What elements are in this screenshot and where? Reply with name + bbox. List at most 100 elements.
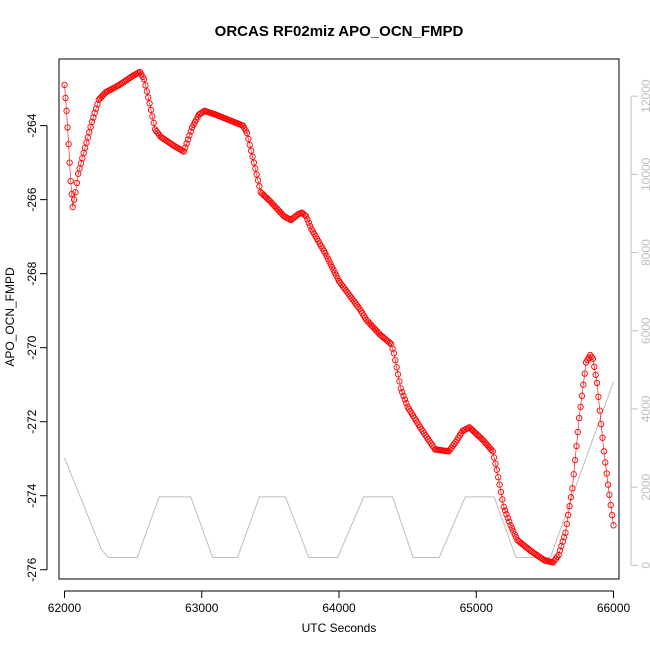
data-point [146, 100, 153, 107]
x-axis-label: UTC Seconds [302, 621, 377, 635]
y2-tick-label: 10000 [639, 157, 650, 191]
data-point [604, 481, 612, 488]
y-tick-label: -264 [25, 113, 39, 137]
data-point [499, 496, 506, 503]
data-point [397, 385, 404, 392]
data-point [182, 144, 189, 151]
y-tick-label: -272 [25, 409, 39, 433]
data-point [70, 196, 78, 203]
data-point [598, 421, 605, 428]
y-tick-label: -276 [25, 557, 39, 581]
data-point [602, 459, 609, 466]
data-point [510, 528, 517, 535]
data-point [571, 457, 579, 464]
data-point [254, 177, 262, 184]
data-point [73, 179, 80, 187]
y2-tick-label: 12000 [639, 79, 650, 113]
data-point [396, 378, 403, 385]
data-point [596, 407, 603, 414]
data-point [65, 140, 72, 148]
data-point [140, 76, 148, 83]
data-point [253, 171, 260, 178]
data-point [581, 370, 588, 377]
data-point [67, 177, 74, 185]
y-axis-label: APO_OCN_FMPD [3, 267, 17, 367]
data-point [511, 531, 518, 538]
data-point [500, 503, 507, 510]
data-point [150, 119, 157, 126]
data-point [489, 448, 496, 455]
y2-tick-label: 2000 [639, 473, 650, 500]
data-point [389, 345, 396, 352]
x-tick-label: 66000 [597, 601, 631, 615]
y2-tick-label: 0 [639, 562, 650, 569]
secondary-series-layer [64, 381, 614, 558]
data-point [578, 392, 586, 399]
y-axis-left: -276 -274 -272 -270 -268 -266 -264 [25, 113, 48, 582]
data-point [69, 203, 76, 211]
data-point [183, 140, 190, 147]
data-point [394, 371, 402, 378]
data-point [599, 434, 606, 441]
data-point [576, 414, 583, 422]
data-point [610, 522, 617, 529]
data-point [503, 511, 510, 518]
x-tick-label: 62000 [48, 601, 82, 615]
data-point [558, 542, 565, 550]
data-point [249, 153, 256, 160]
data-point [595, 393, 602, 400]
data-point [569, 485, 576, 492]
x-tick-label: 65000 [460, 601, 494, 615]
y-tick-label: -270 [25, 335, 39, 359]
x-axis: 62000 63000 64000 65000 66000 [48, 590, 631, 615]
data-point [250, 159, 258, 166]
x-tick-label: 64000 [322, 601, 356, 615]
data-point [307, 222, 314, 230]
data-point [180, 148, 188, 155]
y-tick-label: -266 [25, 187, 39, 211]
data-point [608, 512, 616, 519]
data-point [143, 88, 150, 95]
data-point [592, 371, 599, 378]
data-point [302, 213, 310, 220]
data-point [256, 183, 263, 190]
data-point [577, 403, 584, 411]
data-point [563, 520, 570, 528]
data-point [92, 105, 100, 112]
data-point [589, 355, 597, 362]
data-point [186, 132, 193, 139]
data-point [606, 491, 613, 498]
data-point [565, 511, 572, 519]
data-point [573, 442, 580, 450]
data-point [588, 353, 595, 361]
data-point [94, 101, 101, 108]
data-point [88, 118, 96, 126]
chart-title: ORCAS RF02miz APO_OCN_FMPD [215, 23, 464, 40]
data-point [393, 364, 400, 371]
data-point [490, 454, 498, 461]
data-point [63, 107, 70, 114]
y2-tick-label: 4000 [639, 395, 650, 422]
data-point [508, 525, 516, 532]
secondary-series-line [64, 381, 614, 558]
data-point [492, 460, 499, 467]
data-point [607, 501, 614, 509]
data-point [603, 470, 610, 477]
data-point [62, 94, 69, 102]
data-point [390, 350, 398, 357]
data-point [554, 553, 561, 560]
data-point [305, 219, 312, 226]
data-point [68, 190, 75, 198]
plot-frame [58, 58, 620, 580]
data-point [64, 124, 71, 131]
data-point [506, 518, 513, 525]
y2-tick-label: 6000 [639, 317, 650, 344]
data-point [507, 522, 514, 529]
y-tick-label: -268 [25, 261, 39, 285]
y-axis-right: 0 2000 4000 6000 8000 10000 12000 [630, 79, 650, 569]
data-point [145, 94, 152, 101]
data-point [493, 466, 500, 473]
data-point [304, 216, 311, 223]
data-point [501, 507, 509, 514]
